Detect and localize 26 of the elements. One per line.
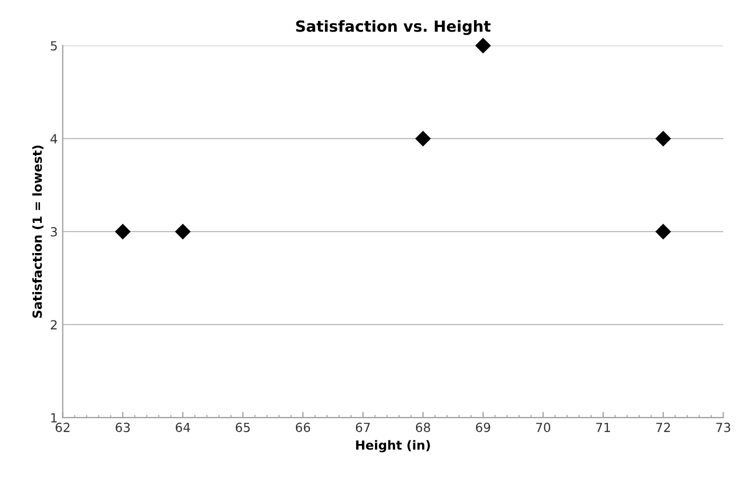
point	[656, 224, 671, 240]
y-tick-label: 1	[51, 413, 57, 422]
y-tick-label: 4	[50, 134, 58, 144]
x-tick-label: 71	[596, 422, 610, 432]
x-tick-label: 64	[176, 422, 190, 432]
x-tick-label: 62	[56, 422, 70, 432]
x-tick-label: 73	[716, 422, 730, 432]
point	[475, 38, 491, 54]
x-axis-title: Height (in)	[356, 440, 430, 452]
point	[656, 131, 671, 146]
point	[175, 224, 190, 240]
x-tick-label: 67	[356, 422, 370, 432]
point	[415, 131, 431, 146]
y-tick-label: 5	[50, 41, 57, 51]
y-axis-title: Satisfaction (1 = lowest)	[32, 146, 44, 318]
x-tick-label: 66	[296, 422, 310, 432]
x-tick-label: 69	[476, 422, 490, 432]
x-tick-label: 65	[236, 422, 250, 432]
y-tick-label: 3	[50, 227, 57, 237]
y-tick-label: 2	[50, 320, 57, 330]
x-tick-label: 63	[116, 422, 130, 432]
point	[115, 224, 130, 240]
chart-title: Satisfaction vs. Height	[296, 20, 491, 36]
x-tick-label: 70	[536, 422, 550, 432]
x-tick-label: 68	[416, 422, 430, 432]
x-tick-label: 72	[656, 422, 670, 432]
